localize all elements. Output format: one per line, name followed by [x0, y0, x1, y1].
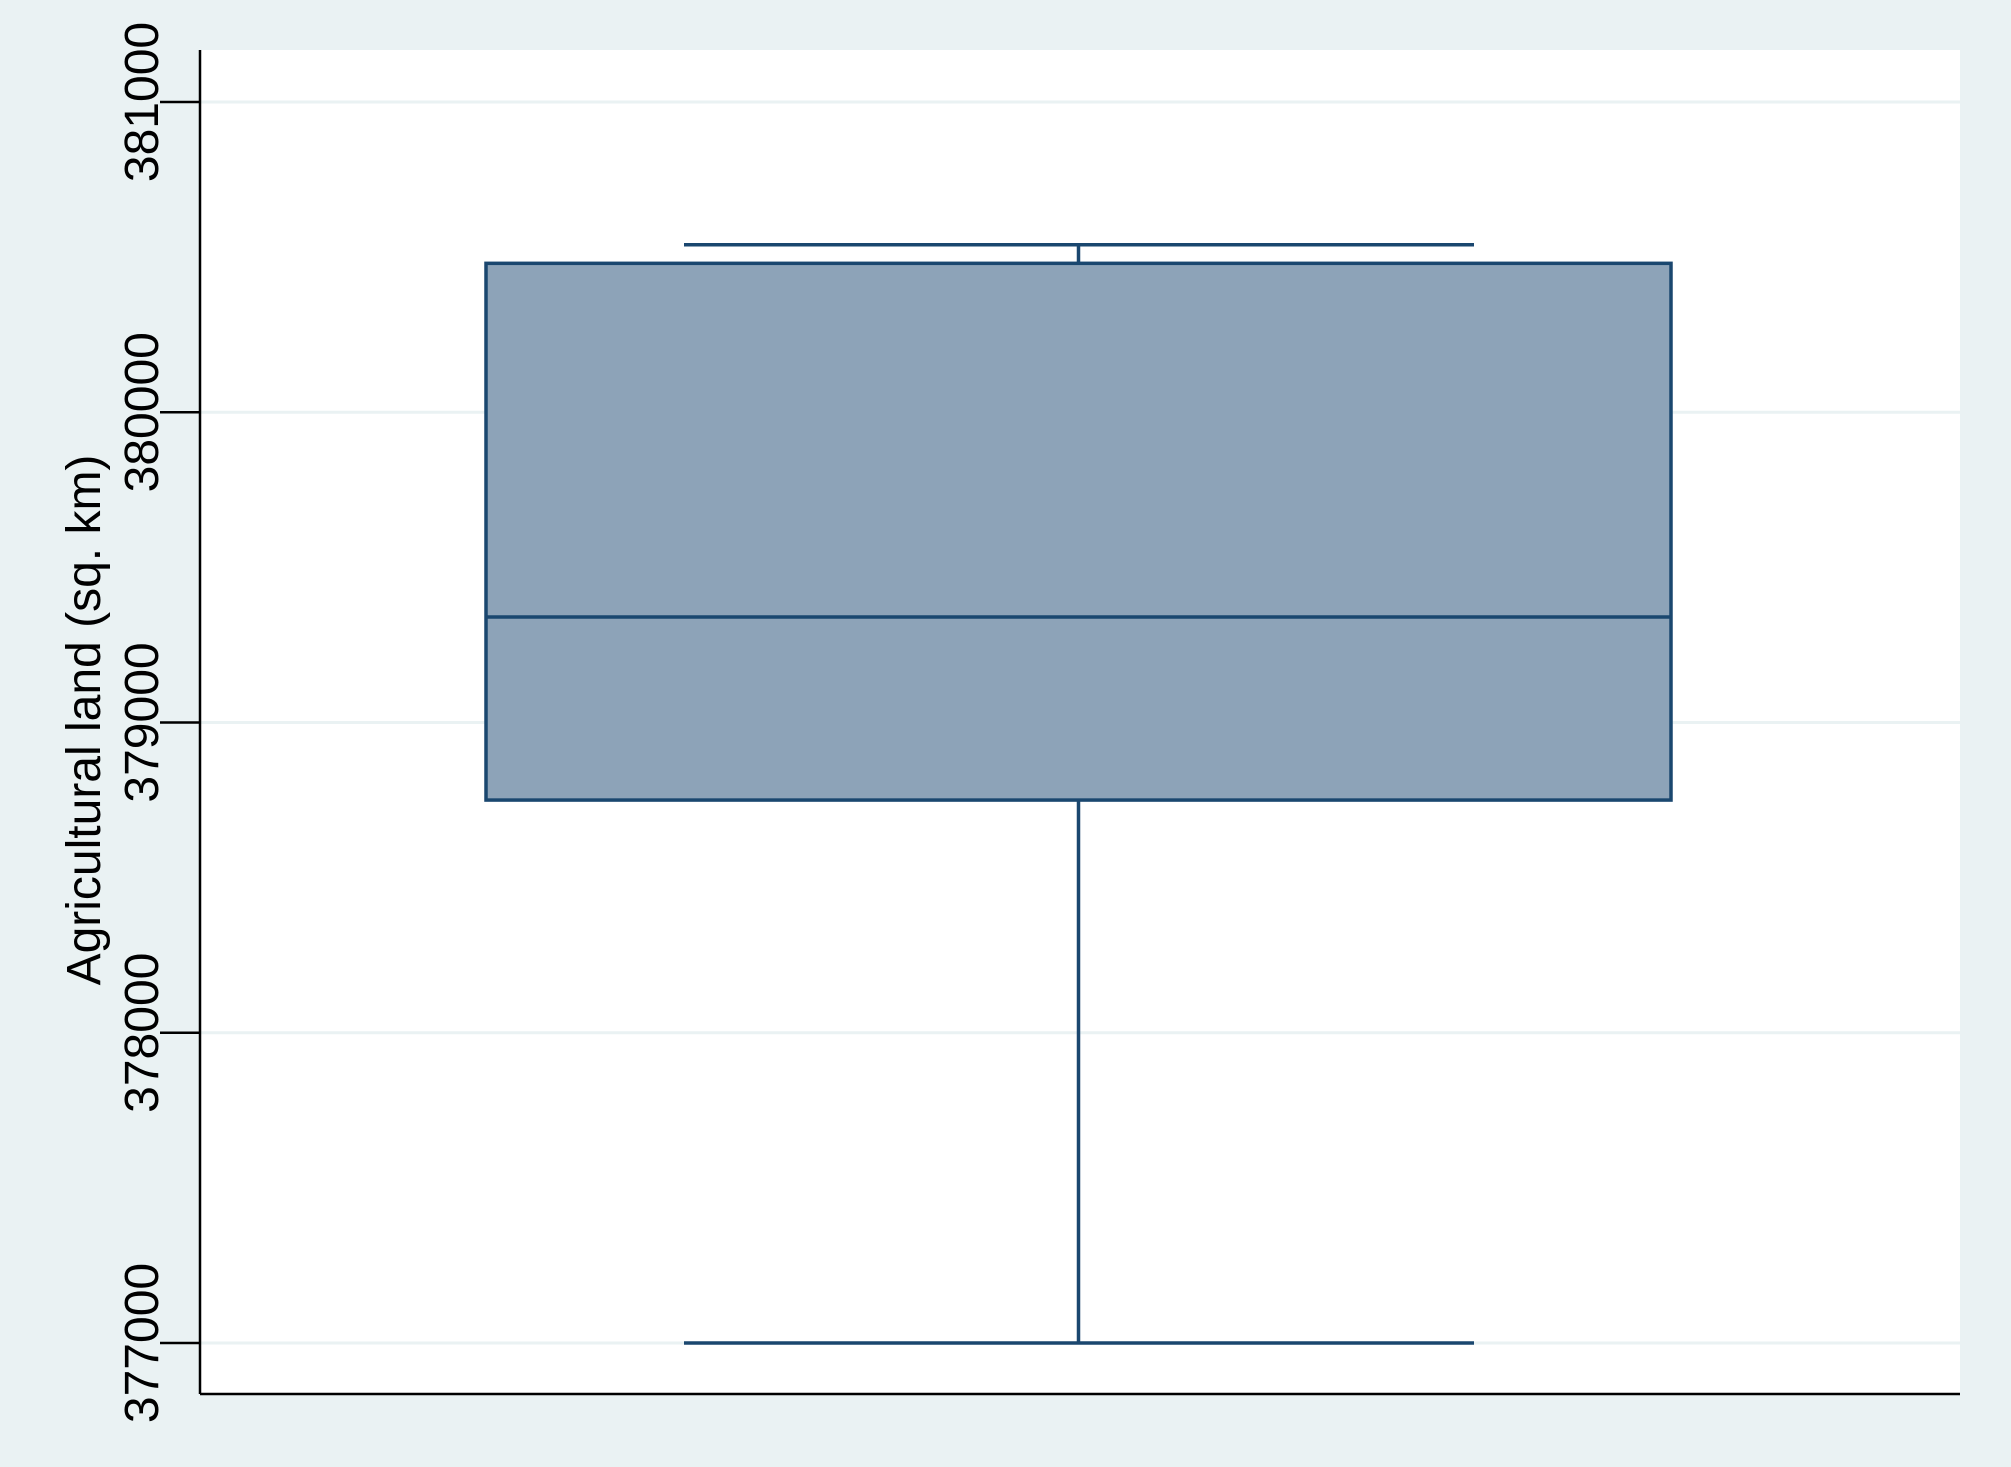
interquartile-box	[484, 261, 1673, 802]
y-tick-label-0: 377000	[116, 1263, 169, 1423]
y-tick-label-3: 380000	[116, 332, 169, 492]
y-tick-label-1: 378000	[116, 953, 169, 1113]
box-plot	[484, 242, 1673, 1345]
y-tick-label-4: 381000	[116, 22, 169, 182]
axes: 377000 378000 379000 380000 381000	[116, 22, 1960, 1423]
y-axis-label: Agricultural land (sq. km)	[58, 455, 111, 986]
y-tick-label-2: 379000	[116, 642, 169, 802]
